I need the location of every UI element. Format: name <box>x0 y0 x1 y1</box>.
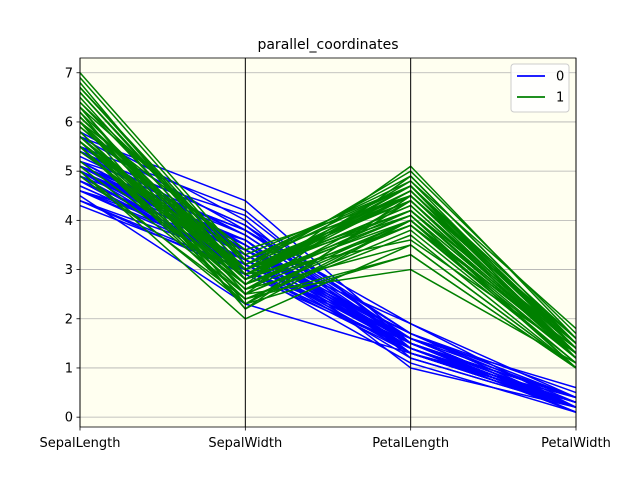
y-tick-label: 5 <box>65 165 73 180</box>
series-lines <box>79 72 577 413</box>
x-tick-label: SepalWidth <box>208 436 282 451</box>
series-1-line <box>79 87 577 344</box>
x-tick-label: PetalWidth <box>541 436 611 451</box>
series-1 <box>79 72 577 369</box>
series-1-line <box>79 111 577 354</box>
grid-lines <box>80 72 576 418</box>
legend-label: 1 <box>556 91 564 106</box>
series-1-line <box>79 165 577 364</box>
x-axis-ticks: SepalLength SepalWidth PetalLength PetalWid… <box>40 427 611 451</box>
legend: 01 <box>510 63 570 113</box>
series-1-line <box>79 136 577 354</box>
series-1-line <box>79 136 577 354</box>
series-1-line <box>79 131 577 359</box>
series-1-line <box>79 170 577 369</box>
x-tick-label: SepalLength <box>40 436 121 451</box>
series-1-line <box>79 146 577 369</box>
y-axis-ticks: 0 1 2 3 4 5 6 7 <box>65 66 80 426</box>
plot-frame <box>79 57 577 428</box>
y-tick-label: 4 <box>65 214 73 229</box>
y-tick-label: 1 <box>65 361 73 376</box>
series-1-line <box>79 121 577 340</box>
y-tick-label: 2 <box>65 312 73 327</box>
series-1-line <box>79 146 577 354</box>
y-tick-label: 7 <box>65 66 73 81</box>
y-tick-label: 6 <box>65 115 73 130</box>
chart-title: parallel_coordinates <box>257 37 398 53</box>
y-tick-label: 3 <box>65 263 73 278</box>
x-tick-label: PetalLength <box>372 436 449 451</box>
legend-label: 0 <box>556 70 564 85</box>
y-tick-label: 0 <box>65 411 73 426</box>
